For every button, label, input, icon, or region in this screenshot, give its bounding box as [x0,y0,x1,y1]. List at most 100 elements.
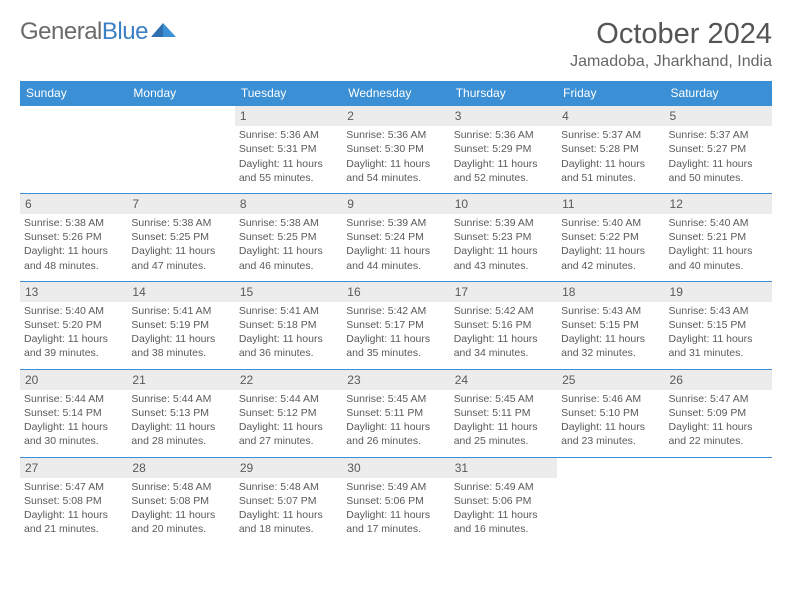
day-number: 5 [665,106,772,126]
day-content: Sunrise: 5:40 AMSunset: 5:20 PMDaylight:… [20,302,127,369]
day-number: 15 [235,282,342,302]
sunrise-text: Sunrise: 5:40 AM [561,216,660,230]
sunset-text: Sunset: 5:29 PM [454,142,553,156]
sunset-text: Sunset: 5:12 PM [239,406,338,420]
sunrise-text: Sunrise: 5:36 AM [346,128,445,142]
month-title: October 2024 [570,18,772,51]
day-cell: 3Sunrise: 5:36 AMSunset: 5:29 PMDaylight… [450,106,557,194]
daylight-text: Daylight: 11 hours and 31 minutes. [669,332,768,360]
sunrise-text: Sunrise: 5:48 AM [239,480,338,494]
day-content: Sunrise: 5:36 AMSunset: 5:30 PMDaylight:… [342,126,449,193]
day-number: 23 [342,370,449,390]
sunrise-text: Sunrise: 5:41 AM [131,304,230,318]
daylight-text: Daylight: 11 hours and 55 minutes. [239,157,338,185]
day-content: Sunrise: 5:39 AMSunset: 5:23 PMDaylight:… [450,214,557,281]
sunset-text: Sunset: 5:08 PM [24,494,123,508]
day-number: 22 [235,370,342,390]
day-number: 10 [450,194,557,214]
week-row: 20Sunrise: 5:44 AMSunset: 5:14 PMDayligh… [20,369,772,457]
week-row: 13Sunrise: 5:40 AMSunset: 5:20 PMDayligh… [20,281,772,369]
sunset-text: Sunset: 5:10 PM [561,406,660,420]
day-content: Sunrise: 5:41 AMSunset: 5:19 PMDaylight:… [127,302,234,369]
day-cell: 17Sunrise: 5:42 AMSunset: 5:16 PMDayligh… [450,281,557,369]
day-cell: 20Sunrise: 5:44 AMSunset: 5:14 PMDayligh… [20,369,127,457]
day-number: 7 [127,194,234,214]
day-content: Sunrise: 5:42 AMSunset: 5:17 PMDaylight:… [342,302,449,369]
day-number: 30 [342,458,449,478]
day-cell: 23Sunrise: 5:45 AMSunset: 5:11 PMDayligh… [342,369,449,457]
sunset-text: Sunset: 5:25 PM [131,230,230,244]
daylight-text: Daylight: 11 hours and 28 minutes. [131,420,230,448]
title-block: October 2024 Jamadoba, Jharkhand, India [570,18,772,71]
day-number: 17 [450,282,557,302]
day-cell: 22Sunrise: 5:44 AMSunset: 5:12 PMDayligh… [235,369,342,457]
logo-mark-icon [151,19,179,39]
sunrise-text: Sunrise: 5:44 AM [131,392,230,406]
sunset-text: Sunset: 5:11 PM [454,406,553,420]
sunrise-text: Sunrise: 5:47 AM [669,392,768,406]
day-number: 24 [450,370,557,390]
day-cell: 12Sunrise: 5:40 AMSunset: 5:21 PMDayligh… [665,193,772,281]
day-cell: 14Sunrise: 5:41 AMSunset: 5:19 PMDayligh… [127,281,234,369]
day-number: 28 [127,458,234,478]
daylight-text: Daylight: 11 hours and 34 minutes. [454,332,553,360]
calendar-table: Sunday Monday Tuesday Wednesday Thursday… [20,81,772,544]
day-content: Sunrise: 5:41 AMSunset: 5:18 PMDaylight:… [235,302,342,369]
daylight-text: Daylight: 11 hours and 47 minutes. [131,244,230,272]
sunset-text: Sunset: 5:31 PM [239,142,338,156]
day-content: Sunrise: 5:37 AMSunset: 5:27 PMDaylight:… [665,126,772,193]
sunrise-text: Sunrise: 5:36 AM [239,128,338,142]
sunset-text: Sunset: 5:22 PM [561,230,660,244]
dayheader-tue: Tuesday [235,81,342,106]
sunrise-text: Sunrise: 5:43 AM [561,304,660,318]
sunrise-text: Sunrise: 5:40 AM [669,216,768,230]
day-number: 20 [20,370,127,390]
day-cell: 8Sunrise: 5:38 AMSunset: 5:25 PMDaylight… [235,193,342,281]
day-content: Sunrise: 5:37 AMSunset: 5:28 PMDaylight:… [557,126,664,193]
day-number: 26 [665,370,772,390]
dayheader-fri: Friday [557,81,664,106]
day-number: 21 [127,370,234,390]
sunset-text: Sunset: 5:15 PM [669,318,768,332]
day-header-row: Sunday Monday Tuesday Wednesday Thursday… [20,81,772,106]
sunrise-text: Sunrise: 5:45 AM [454,392,553,406]
sunset-text: Sunset: 5:18 PM [239,318,338,332]
day-content: Sunrise: 5:44 AMSunset: 5:13 PMDaylight:… [127,390,234,457]
daylight-text: Daylight: 11 hours and 21 minutes. [24,508,123,536]
daylight-text: Daylight: 11 hours and 25 minutes. [454,420,553,448]
day-content: Sunrise: 5:48 AMSunset: 5:07 PMDaylight:… [235,478,342,545]
calendar-page: GeneralBlue October 2024 Jamadoba, Jhark… [0,0,792,554]
sunset-text: Sunset: 5:26 PM [24,230,123,244]
day-cell: 24Sunrise: 5:45 AMSunset: 5:11 PMDayligh… [450,369,557,457]
day-cell: 30Sunrise: 5:49 AMSunset: 5:06 PMDayligh… [342,457,449,544]
day-cell: 11Sunrise: 5:40 AMSunset: 5:22 PMDayligh… [557,193,664,281]
sunrise-text: Sunrise: 5:42 AM [454,304,553,318]
day-content: Sunrise: 5:43 AMSunset: 5:15 PMDaylight:… [665,302,772,369]
sunset-text: Sunset: 5:20 PM [24,318,123,332]
day-content: Sunrise: 5:43 AMSunset: 5:15 PMDaylight:… [557,302,664,369]
day-cell: 18Sunrise: 5:43 AMSunset: 5:15 PMDayligh… [557,281,664,369]
daylight-text: Daylight: 11 hours and 22 minutes. [669,420,768,448]
daylight-text: Daylight: 11 hours and 18 minutes. [239,508,338,536]
brand-part1: General [20,18,102,46]
day-cell: 27Sunrise: 5:47 AMSunset: 5:08 PMDayligh… [20,457,127,544]
day-content: Sunrise: 5:38 AMSunset: 5:26 PMDaylight:… [20,214,127,281]
day-number: 19 [665,282,772,302]
day-content: Sunrise: 5:38 AMSunset: 5:25 PMDaylight:… [127,214,234,281]
sunset-text: Sunset: 5:17 PM [346,318,445,332]
day-cell: 6Sunrise: 5:38 AMSunset: 5:26 PMDaylight… [20,193,127,281]
daylight-text: Daylight: 11 hours and 36 minutes. [239,332,338,360]
day-content: Sunrise: 5:44 AMSunset: 5:14 PMDaylight:… [20,390,127,457]
day-content: Sunrise: 5:45 AMSunset: 5:11 PMDaylight:… [450,390,557,457]
daylight-text: Daylight: 11 hours and 40 minutes. [669,244,768,272]
daylight-text: Daylight: 11 hours and 54 minutes. [346,157,445,185]
sunset-text: Sunset: 5:19 PM [131,318,230,332]
day-number: 12 [665,194,772,214]
daylight-text: Daylight: 11 hours and 17 minutes. [346,508,445,536]
week-row: 27Sunrise: 5:47 AMSunset: 5:08 PMDayligh… [20,457,772,544]
day-number: 31 [450,458,557,478]
day-content: Sunrise: 5:38 AMSunset: 5:25 PMDaylight:… [235,214,342,281]
sunrise-text: Sunrise: 5:44 AM [24,392,123,406]
sunrise-text: Sunrise: 5:37 AM [669,128,768,142]
daylight-text: Daylight: 11 hours and 39 minutes. [24,332,123,360]
